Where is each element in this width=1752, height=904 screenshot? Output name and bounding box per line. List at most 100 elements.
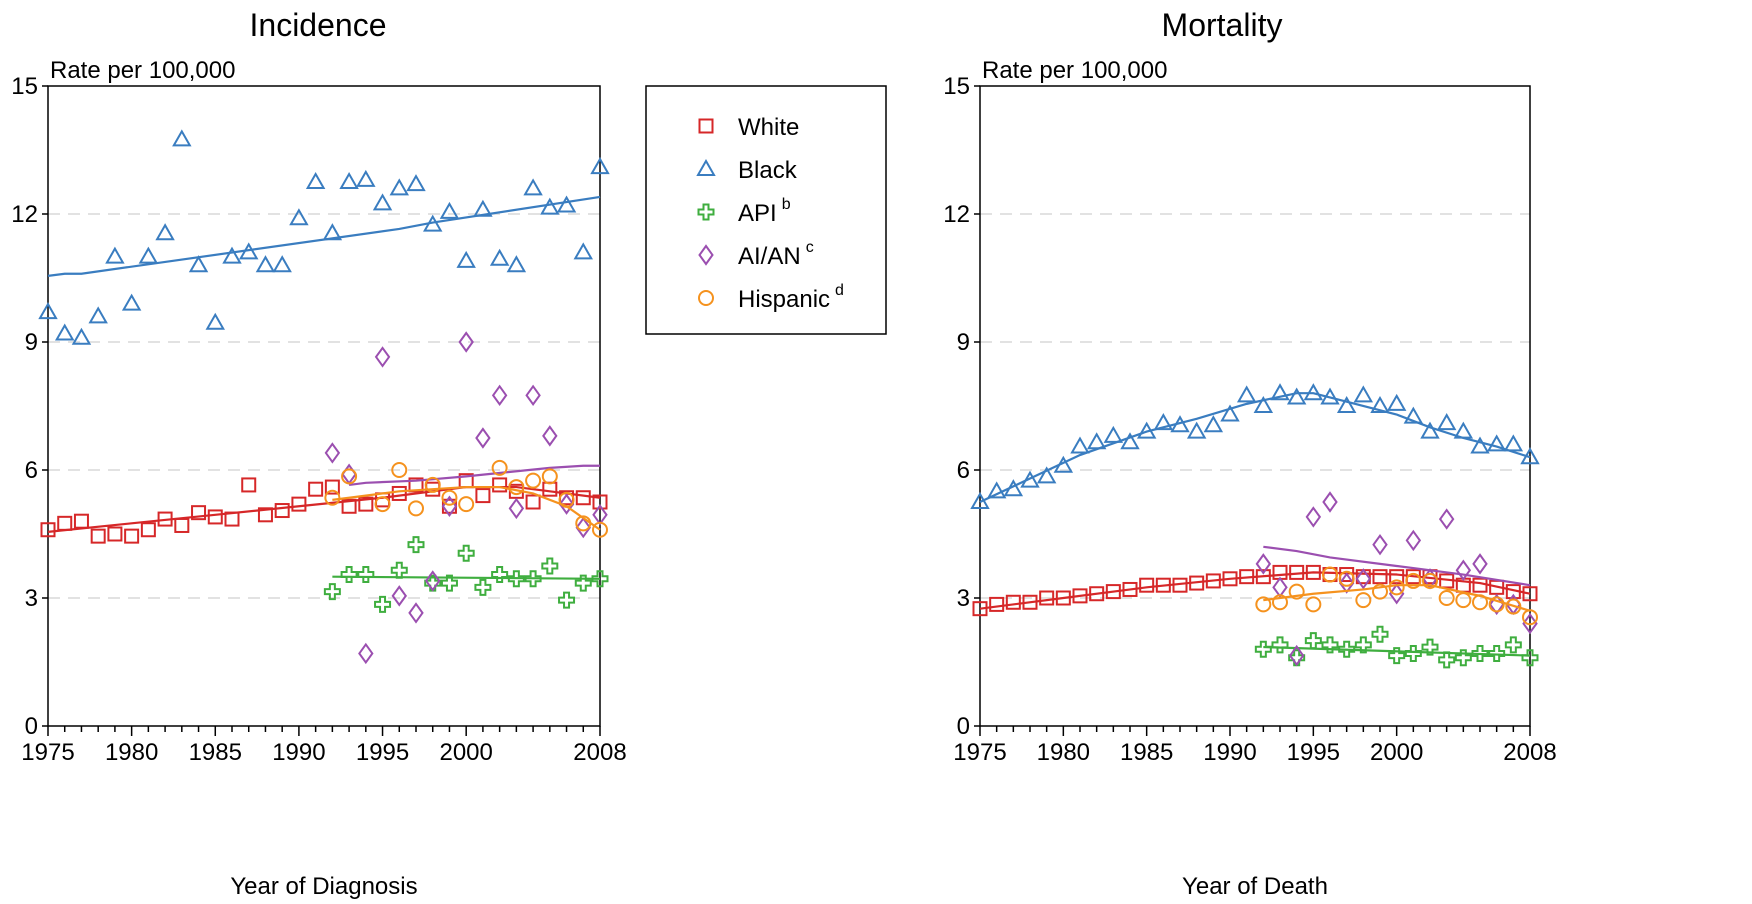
incidence-white-point xyxy=(191,505,207,521)
incidence-title: Incidence xyxy=(250,7,387,43)
mortality-api-point xyxy=(1354,636,1372,654)
legend-marker-white xyxy=(698,118,714,134)
mortality-white-point xyxy=(1022,594,1038,610)
incidence-black-point xyxy=(205,312,225,330)
incidence-aian-point xyxy=(424,570,441,592)
mortality-black-point xyxy=(1453,421,1474,439)
mortality-api-point xyxy=(1321,636,1339,654)
incidence-series-api xyxy=(323,536,609,613)
mortality-black-point xyxy=(1186,421,1207,439)
incidence-white-point xyxy=(475,488,491,504)
incidence-hispanic-point xyxy=(441,489,458,506)
mortality-api-point xyxy=(1488,644,1506,662)
mortality-white-point xyxy=(1055,590,1071,606)
incidence-api-point xyxy=(491,566,509,584)
incidence-white-point xyxy=(592,494,608,510)
incidence-y-tick-label: 12 xyxy=(11,201,38,228)
incidence-aian-point xyxy=(374,346,391,368)
incidence-black-point xyxy=(523,178,543,196)
mortality-hispanic-point xyxy=(1305,596,1322,613)
incidence-aian-point xyxy=(324,442,341,464)
incidence-black-point xyxy=(188,255,209,273)
incidence-white-point xyxy=(542,481,558,497)
incidence-aian-trend-line xyxy=(348,464,600,487)
mortality-black-point xyxy=(1120,432,1140,450)
incidence-white-point xyxy=(291,496,307,512)
mortality-white-point xyxy=(1072,588,1088,604)
incidence-x-tick-label: 1990 xyxy=(272,739,325,766)
mortality-white-point xyxy=(1172,577,1188,593)
incidence-x-tick-label: 1980 xyxy=(105,739,158,766)
mortality-api-point xyxy=(1338,640,1356,658)
incidence-hispanic-point xyxy=(424,476,441,493)
incidence-y-tick-label: 15 xyxy=(11,73,38,100)
legend-marker-hispanic xyxy=(698,290,714,306)
incidence-hispanic-point xyxy=(408,500,424,517)
incidence-api-point xyxy=(524,570,542,588)
incidence-black-point xyxy=(239,242,259,260)
mortality-hispanic-point xyxy=(1505,598,1522,615)
incidence-aian-point xyxy=(491,384,508,407)
mortality-black-point xyxy=(1386,393,1407,411)
incidence-white-point xyxy=(107,526,123,542)
incidence-y-tick-label: 9 xyxy=(25,329,38,356)
mortality-black-point xyxy=(1070,436,1090,454)
mortality-white-point xyxy=(1139,577,1155,593)
incidence-white-point xyxy=(40,522,56,538)
incidence-black-point xyxy=(423,214,443,232)
mortality-aian-point xyxy=(1305,506,1322,528)
mortality-white-point xyxy=(1105,584,1121,600)
incidence-black-point xyxy=(590,157,610,175)
legend-box xyxy=(645,85,887,335)
mortality-api-point xyxy=(1504,636,1522,654)
incidence-hispanic-point xyxy=(324,489,341,506)
incidence-api-point xyxy=(424,574,442,592)
mortality-black-point xyxy=(1320,387,1340,405)
legend-marker-black xyxy=(696,158,716,176)
incidence-hispanic-point xyxy=(391,462,408,478)
mortality-hispanic-point xyxy=(1272,594,1288,611)
mortality-black-point xyxy=(1303,383,1324,401)
incidence-white-point xyxy=(90,528,106,544)
incidence-black-trend-line xyxy=(47,195,601,277)
mortality-black-point xyxy=(1036,466,1057,484)
incidence-api-point xyxy=(390,561,408,579)
mortality-white-point xyxy=(1222,571,1238,587)
mortality-hispanic-point xyxy=(1438,590,1455,606)
mortality-black-point xyxy=(1336,395,1357,413)
mortality-aian-point xyxy=(1322,491,1338,513)
incidence-black-point xyxy=(339,171,359,189)
mortality-api-point xyxy=(1271,636,1289,654)
incidence-api-point xyxy=(340,566,358,584)
mortality-black-point xyxy=(1286,387,1307,405)
mortality-black-point xyxy=(1370,395,1390,413)
incidence-x-axis-label: Year of Diagnosis xyxy=(230,873,417,900)
incidence-black-point xyxy=(38,302,58,320)
mortality-black-point xyxy=(1236,385,1257,403)
incidence-api-point xyxy=(357,566,375,584)
incidence-black-point xyxy=(138,246,159,264)
incidence-white-point xyxy=(174,517,190,533)
mortality-title: Mortality xyxy=(1162,7,1283,43)
incidence-api-point xyxy=(591,570,609,588)
mortality-hispanic-point xyxy=(1472,594,1488,611)
mortality-y-tick-label: 6 xyxy=(957,457,970,484)
incidence-white-point xyxy=(575,490,591,506)
mortality-black-point xyxy=(1103,425,1124,443)
incidence-x-tick-label: 1975 xyxy=(21,739,74,766)
incidence-white-point xyxy=(308,481,324,497)
mortality-x-tick-label: 2000 xyxy=(1370,739,1423,766)
incidence-api-point xyxy=(474,578,492,596)
incidence-api-point xyxy=(558,591,576,609)
incidence-aian-point xyxy=(558,493,575,515)
incidence-black-point xyxy=(473,199,493,217)
mortality-white-point xyxy=(1522,586,1538,602)
mortality-api-point xyxy=(1254,640,1272,658)
mortality-y-axis-label: Rate per 100,000 xyxy=(982,57,1167,84)
incidence-x-tick-label: 1995 xyxy=(356,739,409,766)
incidence-aian-point xyxy=(575,516,592,539)
mortality-hispanic-point xyxy=(1455,592,1472,609)
mortality-api-point xyxy=(1454,649,1472,667)
mortality-y-tick-label: 0 xyxy=(957,713,970,740)
